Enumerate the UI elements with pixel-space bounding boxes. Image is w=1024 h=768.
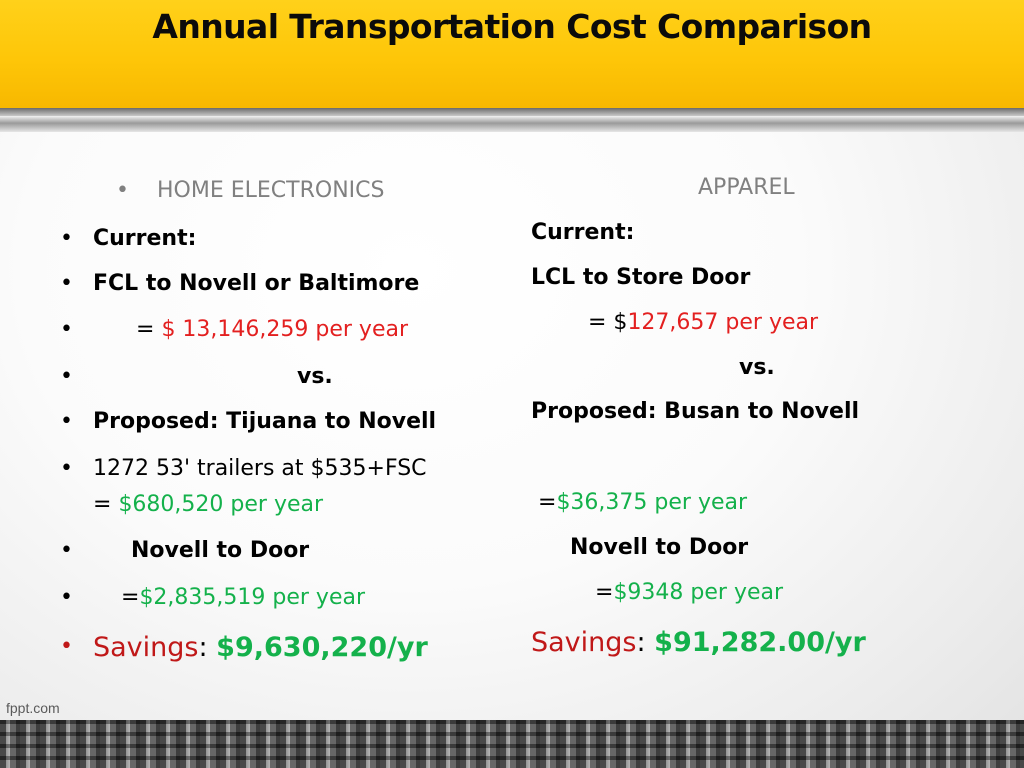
right-savings-value: $91,282.00/yr [654, 627, 866, 658]
bullet: • [116, 178, 129, 203]
right-door-eq: = [595, 580, 614, 605]
right-savings-colon: : [636, 627, 655, 658]
left-fcl: FCL to Novell or Baltimore [93, 271, 420, 296]
right-current: Current: [531, 220, 635, 245]
left-heading: HOME ELECTRONICS [157, 178, 385, 203]
right-cost-eq: = $ [588, 310, 628, 335]
left-trailers: 1272 53' trailers at $535+FSC [93, 456, 427, 481]
left-cost-value: $ 13,146,259 per year [161, 317, 409, 342]
left-savings-colon: : [198, 632, 217, 663]
left-novell-door: Novell to Door [131, 538, 310, 563]
left-door-cost: =$2,835,519 per year [121, 585, 365, 611]
right-ship-cost: =$36,375 per year [538, 490, 747, 516]
left-cost-eq: = [136, 317, 162, 342]
right-heading: APPAREL [698, 175, 795, 200]
bullet: • [60, 634, 73, 659]
right-savings: Savings: $91,282.00/yr [531, 627, 866, 659]
right-proposed: Proposed: Busan to Novell [531, 399, 860, 424]
right-door-value: $9348 per year [613, 580, 784, 605]
right-savings-label: Savings [531, 627, 637, 658]
left-door-value: $2,835,519 per year [139, 585, 366, 610]
header-shadow [0, 108, 1024, 116]
left-savings-value: $9,630,220/yr [216, 632, 428, 663]
left-savings-label: Savings [93, 632, 199, 663]
left-trailers-cost: = $680,520 per year [93, 492, 323, 518]
bullet: • [60, 585, 73, 610]
bullet: • [60, 271, 73, 296]
left-savings: Savings: $9,630,220/yr [93, 632, 428, 664]
bullet: • [60, 538, 73, 563]
right-ship-eq: = [538, 490, 557, 515]
left-trailers-value: $680,520 per year [118, 492, 324, 517]
right-door-cost: =$9348 per year [595, 580, 783, 606]
left-door-eq: = [121, 585, 140, 610]
left-cost: = $ 13,146,259 per year [136, 317, 408, 343]
right-cost-value: 127,657 per year [627, 310, 819, 335]
left-current: Current: [93, 226, 197, 251]
left-proposed: Proposed: Tijuana to Novell [93, 409, 437, 434]
right-vs: vs. [739, 355, 775, 380]
right-novell-door: Novell to Door [570, 535, 749, 560]
right-cost: = $127,657 per year [588, 310, 818, 336]
bullet: • [60, 364, 73, 389]
left-trailers-eq: = [93, 492, 119, 517]
header-stripe [0, 116, 1024, 132]
bullet: • [60, 226, 73, 251]
right-lcl: LCL to Store Door [531, 265, 751, 290]
footer-pattern [0, 720, 1024, 768]
watermark-text: fppt.com [6, 700, 60, 716]
left-vs: vs. [297, 364, 333, 389]
bullet: • [60, 456, 73, 481]
slide-title: Annual Transportation Cost Comparison [152, 7, 872, 46]
header-band [0, 0, 1024, 108]
bullet: • [60, 317, 73, 342]
right-ship-value: $36,375 per year [556, 490, 748, 515]
bullet: • [60, 409, 73, 434]
